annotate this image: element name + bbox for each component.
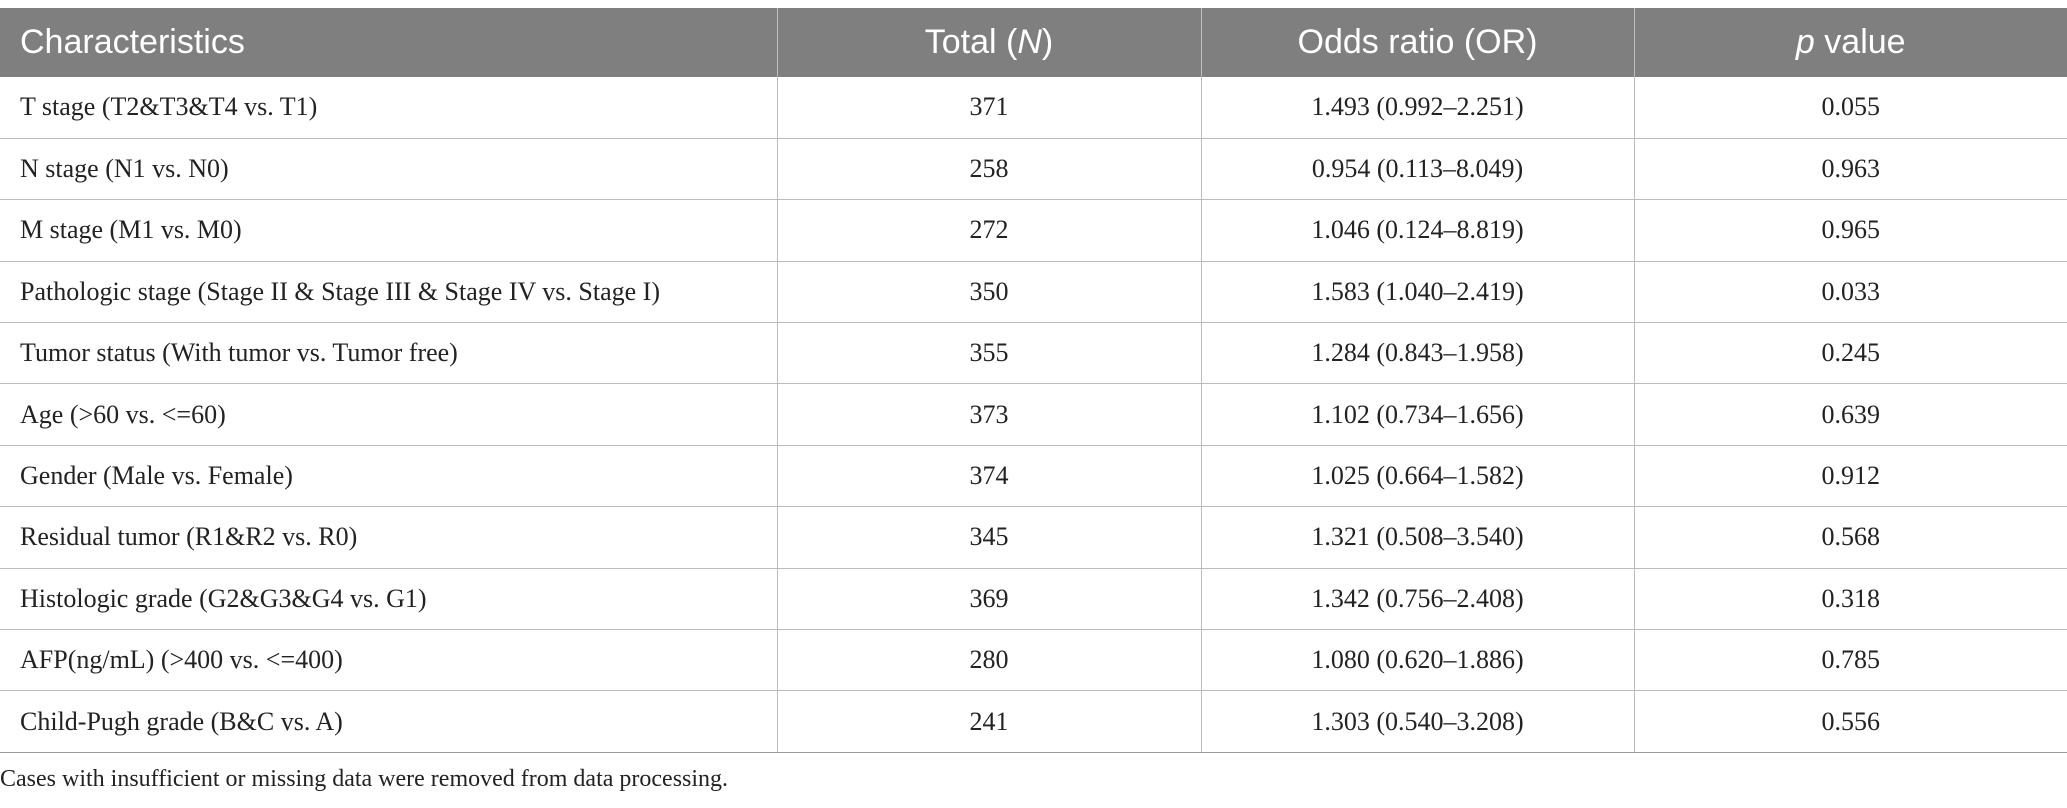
table-row: Age (>60 vs. <=60) 373 1.102 (0.734–1.65… — [0, 383, 2067, 446]
cell-characteristic: Histologic grade (G2&G3&G4 vs. G1) — [0, 568, 777, 631]
cell-odds-ratio: 1.342 (0.756–2.408) — [1200, 568, 1634, 631]
cell-total: 355 — [776, 322, 1201, 385]
table-header: Characteristics Total (N) Odds ratio (OR… — [0, 8, 2067, 77]
header-p-var: p — [1795, 23, 1815, 61]
cell-characteristic: N stage (N1 vs. N0) — [0, 138, 777, 201]
header-total-suffix: ) — [1041, 23, 1054, 61]
header-p-suffix: value — [1814, 23, 1906, 61]
cell-p-value: 0.963 — [1633, 138, 2067, 201]
table-row: M stage (M1 vs. M0) 272 1.046 (0.124–8.8… — [0, 199, 2067, 262]
cell-p-value: 0.912 — [1633, 445, 2067, 508]
table-row: Child-Pugh grade (B&C vs. A) 241 1.303 (… — [0, 690, 2067, 753]
table-row: Tumor status (With tumor vs. Tumor free)… — [0, 322, 2067, 385]
cell-total: 373 — [776, 383, 1201, 446]
cell-total: 258 — [776, 138, 1201, 201]
cell-odds-ratio: 0.954 (0.113–8.049) — [1200, 138, 1634, 201]
cell-characteristic: T stage (T2&T3&T4 vs. T1) — [0, 77, 777, 139]
cell-total: 345 — [776, 506, 1201, 569]
header-total-var: N — [1017, 23, 1042, 61]
cell-characteristic: Age (>60 vs. <=60) — [0, 383, 777, 446]
cell-odds-ratio: 1.321 (0.508–3.540) — [1200, 506, 1634, 569]
cell-p-value: 0.639 — [1633, 383, 2067, 446]
cell-odds-ratio: 1.303 (0.540–3.208) — [1200, 690, 1634, 753]
table-row: Histologic grade (G2&G3&G4 vs. G1) 369 1… — [0, 568, 2067, 631]
cell-p-value: 0.033 — [1633, 261, 2067, 324]
cell-total: 369 — [776, 568, 1201, 631]
cell-odds-ratio: 1.583 (1.040–2.419) — [1200, 261, 1634, 324]
cell-total: 272 — [776, 199, 1201, 262]
cell-characteristic: M stage (M1 vs. M0) — [0, 199, 777, 262]
header-total: Total (N) — [776, 8, 1201, 77]
cell-characteristic: Tumor status (With tumor vs. Tumor free) — [0, 322, 777, 385]
table-row: Gender (Male vs. Female) 374 1.025 (0.66… — [0, 445, 2067, 508]
table-row: Residual tumor (R1&R2 vs. R0) 345 1.321 … — [0, 506, 2067, 569]
cell-characteristic: Pathologic stage (Stage II & Stage III &… — [0, 261, 777, 324]
header-p-value: p value — [1633, 8, 2067, 77]
header-row: Characteristics Total (N) Odds ratio (OR… — [0, 8, 2067, 77]
cell-characteristic: Residual tumor (R1&R2 vs. R0) — [0, 506, 777, 569]
cell-total: 350 — [776, 261, 1201, 324]
cell-total: 374 — [776, 445, 1201, 508]
cell-p-value: 0.318 — [1633, 568, 2067, 631]
cell-characteristic: Gender (Male vs. Female) — [0, 445, 777, 508]
header-characteristics: Characteristics — [20, 23, 245, 61]
table-row: AFP(ng/mL) (>400 vs. <=400) 280 1.080 (0… — [0, 629, 2067, 692]
cell-total: 280 — [776, 629, 1201, 692]
cell-odds-ratio: 1.493 (0.992–2.251) — [1200, 77, 1634, 139]
cell-p-value: 0.568 — [1633, 506, 2067, 569]
table-row: Pathologic stage (Stage II & Stage III &… — [0, 261, 2067, 324]
odds-ratio-table: Characteristics Total (N) Odds ratio (OR… — [0, 8, 2067, 753]
table-row: N stage (N1 vs. N0) 258 0.954 (0.113–8.0… — [0, 138, 2067, 201]
cell-odds-ratio: 1.284 (0.843–1.958) — [1200, 322, 1634, 385]
cell-total: 371 — [776, 77, 1201, 139]
cell-p-value: 0.556 — [1633, 690, 2067, 753]
results-table-container: Characteristics Total (N) Odds ratio (OR… — [0, 8, 2067, 753]
cell-odds-ratio: 1.080 (0.620–1.886) — [1200, 629, 1634, 692]
table-row: T stage (T2&T3&T4 vs. T1) 371 1.493 (0.9… — [0, 77, 2067, 139]
cell-odds-ratio: 1.025 (0.664–1.582) — [1200, 445, 1634, 508]
cell-characteristic: AFP(ng/mL) (>400 vs. <=400) — [0, 629, 777, 692]
cell-odds-ratio: 1.102 (0.734–1.656) — [1200, 383, 1634, 446]
header-total-prefix: Total ( — [924, 23, 1018, 61]
cell-p-value: 0.055 — [1633, 77, 2067, 139]
cell-characteristic: Child-Pugh grade (B&C vs. A) — [0, 690, 777, 753]
table-body: T stage (T2&T3&T4 vs. T1) 371 1.493 (0.9… — [0, 77, 2067, 753]
cell-total: 241 — [776, 690, 1201, 753]
cell-p-value: 0.245 — [1633, 322, 2067, 385]
cell-odds-ratio: 1.046 (0.124–8.819) — [1200, 199, 1634, 262]
table-footnote: Cases with insufficient or missing data … — [0, 766, 729, 792]
cell-p-value: 0.785 — [1633, 629, 2067, 692]
header-odds-ratio: Odds ratio (OR) — [1200, 8, 1634, 77]
cell-p-value: 0.965 — [1633, 199, 2067, 262]
